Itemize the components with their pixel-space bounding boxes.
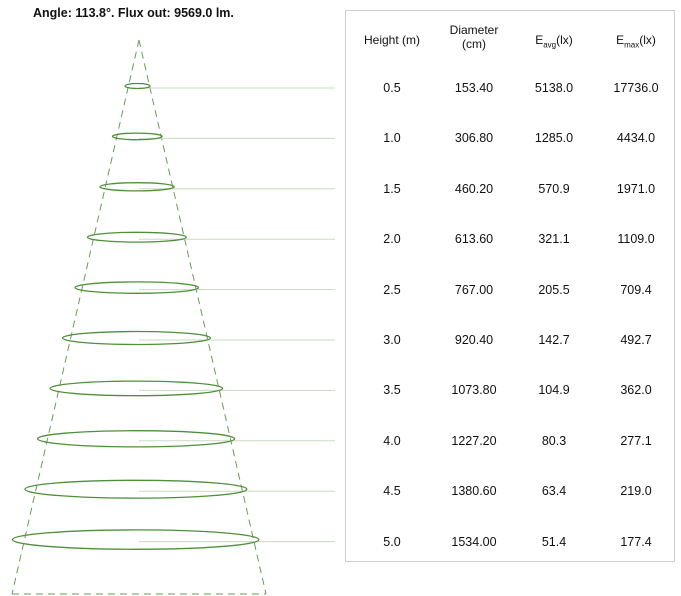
- illuminance-table: Height (m) Diameter (cm) Eavg(lx) Emax(l…: [345, 10, 675, 562]
- illuminance-ellipses: [11, 82, 260, 550]
- table-cell-height: 5.0: [383, 534, 401, 549]
- beam-ellipse-7: [36, 430, 236, 448]
- table-cell-eavg: 321.1: [538, 232, 570, 247]
- table-cell-height: 4.0: [383, 433, 401, 448]
- beam-ellipse-5: [61, 330, 212, 346]
- table-cell-height: 1.0: [383, 131, 401, 146]
- table-cell-eavg: 104.9: [538, 383, 570, 398]
- table-cell-diameter: 306.80: [454, 131, 494, 146]
- leader-lines: [139, 87, 335, 543]
- beam-ellipse-8: [24, 479, 248, 499]
- table-cell-diameter: 767.00: [454, 282, 494, 297]
- beam-ellipse-1: [111, 132, 163, 141]
- table-cell-eavg: 51.4: [541, 534, 567, 549]
- table-cell-eavg: 142.7: [538, 333, 570, 347]
- diagram-header: Angle: 113.8°. Flux out: 9569.0 lm.: [33, 6, 234, 20]
- table-cell-eavg: 5138.0: [534, 81, 574, 95]
- table-cell-height: 1.5: [383, 181, 401, 196]
- beam-ellipse-3: [86, 231, 187, 243]
- cone-outline: [11, 39, 267, 595]
- table-cell-emax: 17736.0: [613, 81, 659, 95]
- table-cell-emax: 362.0: [620, 383, 652, 398]
- beam-ellipse-4: [74, 281, 200, 294]
- beam-ellipse-9: [11, 529, 260, 550]
- table-cell-emax: 1971.0: [616, 181, 656, 196]
- table-cell-height: 4.5: [383, 484, 401, 499]
- table-cell-diameter: 920.40: [454, 333, 494, 347]
- table-cell-emax: 219.0: [620, 484, 652, 499]
- table-cell-diameter: 1380.60: [451, 484, 497, 499]
- table-cell-eavg: 63.4: [541, 484, 567, 499]
- table-cell-eavg: 205.5: [538, 282, 570, 297]
- table-cell-emax: 1109.0: [617, 232, 655, 247]
- header-height: Height (m): [363, 33, 420, 47]
- table-cell-height: 3.5: [383, 383, 401, 398]
- table-cell-emax: 277.1: [620, 433, 652, 448]
- table-cell-emax: 4434.0: [616, 131, 656, 146]
- table-cell-height: 3.0: [383, 333, 401, 347]
- beam-cone-diagram: [11, 39, 335, 595]
- table-cell-diameter: 1534.00: [451, 534, 497, 549]
- beam-ellipse-6: [49, 380, 224, 397]
- table-cell-eavg: 1285.0: [534, 131, 574, 146]
- header-eavg: Eavg(lx): [535, 33, 573, 50]
- table-cell-eavg: 80.3: [541, 433, 567, 448]
- cone-right-edge: [138, 39, 267, 595]
- table-cell-diameter: 1073.80: [451, 383, 497, 398]
- table-cell-height: 2.0: [383, 232, 401, 247]
- header-diameter: Diameter (cm): [449, 23, 499, 51]
- table-cell-height: 2.5: [383, 282, 401, 297]
- beam-ellipse-0: [124, 82, 151, 90]
- table-cell-diameter: 1227.20: [451, 433, 497, 448]
- table-cell-emax: 492.7: [620, 333, 652, 347]
- table-cell-diameter: 153.40: [454, 81, 494, 95]
- header-emax: Emax(lx): [616, 33, 656, 50]
- beam-ellipse-2: [99, 182, 175, 192]
- table-cell-emax: 709.4: [620, 282, 652, 297]
- table-cell-height: 0.5: [383, 81, 401, 95]
- table-cell-diameter: 460.20: [454, 181, 494, 196]
- table-cell-emax: 177.4: [620, 534, 652, 549]
- table-cell-eavg: 570.9: [538, 181, 570, 196]
- table-cell-diameter: 613.60: [454, 232, 494, 247]
- cone-left-edge: [11, 39, 140, 595]
